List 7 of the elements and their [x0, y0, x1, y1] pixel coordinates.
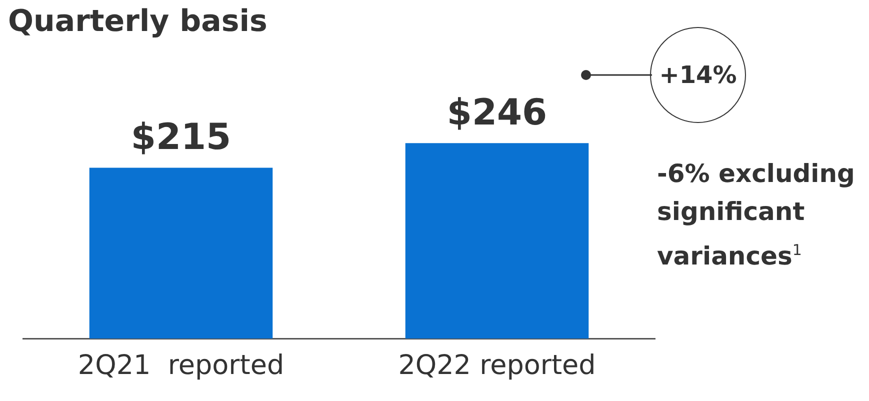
- data-label: $215: [130, 117, 232, 158]
- data-label: $246: [446, 92, 548, 134]
- chart-title: Quarterly basis: [8, 4, 268, 39]
- text: -6% excluding significant variances$^{1}$: [657, 158, 856, 272]
- x-tick-label: 2Q21 reported: [78, 350, 284, 381]
- x-tick-label: 2Q22 reported: [398, 350, 596, 381]
- circle-callout: +14%: [650, 27, 746, 123]
